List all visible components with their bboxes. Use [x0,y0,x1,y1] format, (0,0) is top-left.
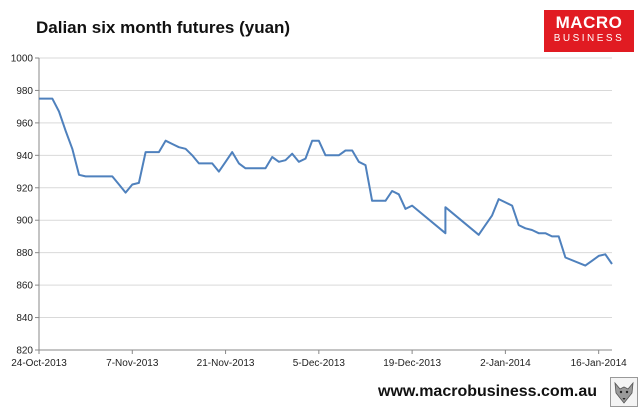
x-tick-labels: 24-Oct-2013 7-Nov-2013 21-Nov-2013 5-Dec-20… [11,358,627,369]
y-tick-label: 920 [16,183,33,194]
macrobusiness-logo: MACRO BUSINESS [544,10,634,52]
x-tick-label: 7-Nov-2013 [106,358,159,369]
logo-line-business: BUSINESS [553,33,625,44]
website-url: www.macrobusiness.com.au [378,383,598,400]
x-tick-label: 2-Jan-2014 [480,358,531,369]
y-tick-label: 860 [16,281,33,292]
y-tick-label: 980 [16,86,33,97]
x-tick-label: 16-Jan-2014 [571,358,628,369]
y-tick-labels: 820 840 860 880 900 920 940 960 980 1000 [11,54,34,357]
chart-title: Dalian six month futures (yuan) [36,18,291,37]
x-tick-label: 21-Nov-2013 [197,358,255,369]
fox-icon [610,377,638,407]
axes [35,57,612,354]
gridlines [39,57,612,319]
x-tick-label: 24-Oct-2013 [11,358,67,369]
y-tick-label: 840 [16,313,33,324]
y-tick-label: 1000 [11,54,34,65]
x-tick-label: 19-Dec-2013 [383,358,441,369]
series-line [39,97,613,267]
y-tick-label: 900 [16,216,33,227]
x-tick-label: 5-Dec-2013 [293,358,346,369]
y-tick-label: 880 [16,248,33,259]
y-tick-label: 940 [16,151,33,162]
y-tick-label: 960 [16,118,33,129]
series-layer [39,97,613,267]
y-tick-label: 820 [16,346,33,357]
logo-line-macro: MACRO [555,13,623,32]
